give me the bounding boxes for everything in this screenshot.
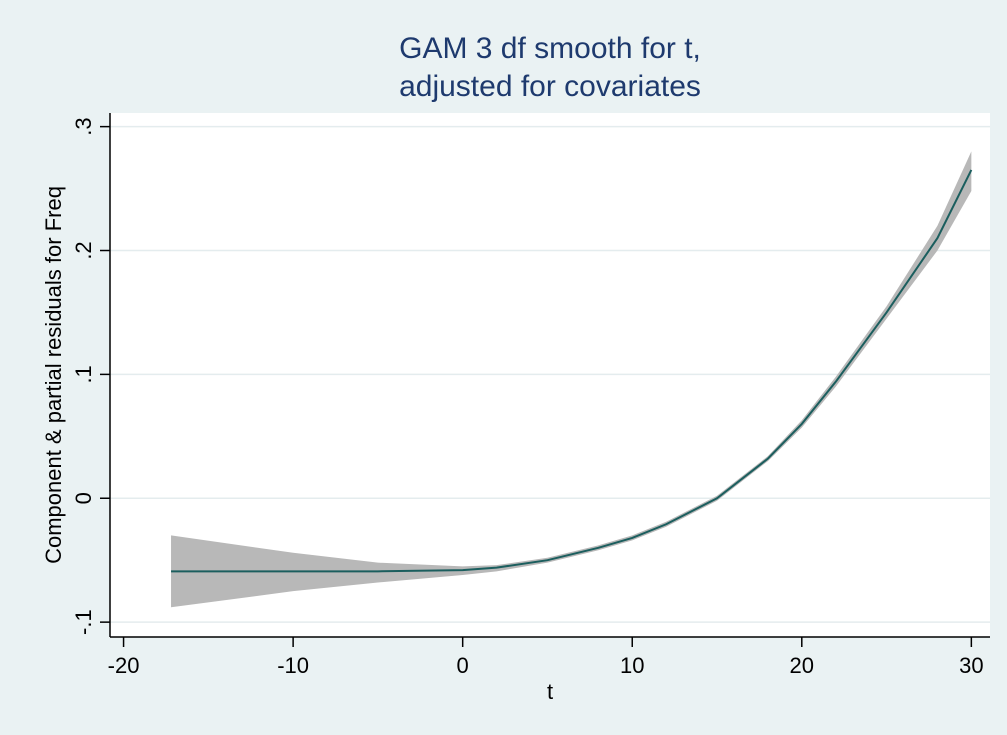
y-tick-label: .2 xyxy=(71,241,96,259)
y-tick-label: 0 xyxy=(71,492,96,504)
y-axis-label: Component & partial residuals for Freq xyxy=(41,186,66,564)
x-axis-label: t xyxy=(547,679,553,704)
x-tick-label: 20 xyxy=(790,653,814,678)
x-tick-label: -10 xyxy=(277,653,309,678)
y-tick-label: .3 xyxy=(71,117,96,135)
x-tick-label: 30 xyxy=(959,653,983,678)
x-tick-label: 0 xyxy=(457,653,469,678)
chart-title: GAM 3 df smooth for t, xyxy=(399,32,701,65)
y-tick-label: -.1 xyxy=(71,609,96,635)
x-tick-label: -20 xyxy=(108,653,140,678)
y-tick-label: .1 xyxy=(71,365,96,383)
chart-title: adjusted for covariates xyxy=(399,70,701,103)
x-tick-label: 10 xyxy=(620,653,644,678)
confidence-band xyxy=(171,151,972,608)
smooth-line xyxy=(171,169,973,573)
